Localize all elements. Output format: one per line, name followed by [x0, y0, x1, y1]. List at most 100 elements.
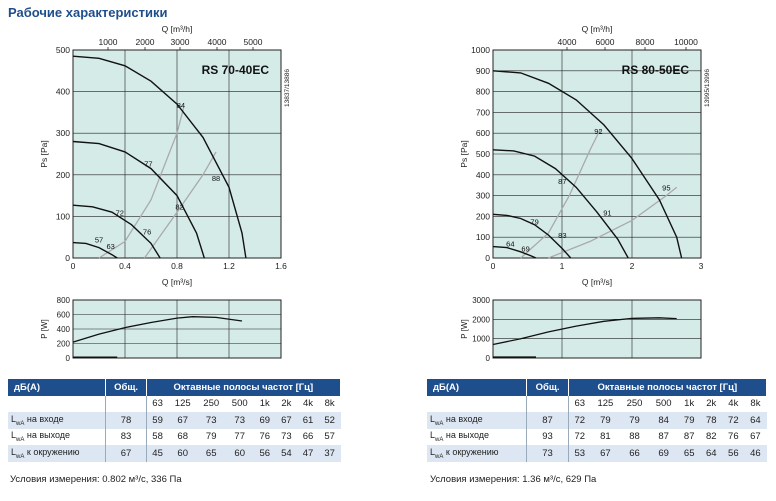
efficiency-label: 82: [175, 202, 183, 211]
efficiency-label: 57: [95, 236, 103, 245]
band-value: 45: [146, 445, 169, 462]
efficiency-label: 76: [143, 227, 151, 236]
band-row: 63 125 250 500 1k 2k 4k 8k: [8, 395, 341, 412]
chart-title: RS 80-50EC: [622, 63, 690, 77]
x-tick-label: 3: [699, 261, 704, 271]
band-value: 61: [297, 412, 319, 429]
row-text: на входе: [26, 413, 64, 424]
band-value: 69: [253, 412, 276, 429]
efficiency-label: 72: [116, 209, 124, 218]
power-curve: [72, 316, 243, 343]
x-tick-label: 2: [630, 261, 635, 271]
x2-tick-label: 8000: [636, 37, 655, 47]
power-plot-area: [492, 299, 702, 359]
band-value: 65: [678, 445, 701, 462]
power-y-tick-label: 400: [57, 325, 71, 334]
power-y-tick-label: 2000: [472, 315, 490, 324]
band-value: 64: [700, 445, 723, 462]
band-value: 81: [590, 428, 620, 445]
efficiency-line: [548, 186, 678, 259]
power-y-tick-label: 200: [57, 340, 71, 349]
x2-axis-label: Q [m³/h]: [582, 24, 613, 34]
y-axis-label: Ps [Pa]: [39, 140, 49, 167]
band-value: 57: [318, 428, 341, 445]
fan-curve: [492, 245, 537, 259]
row-label: LwA на входе: [8, 412, 106, 429]
band-value: 67: [168, 412, 197, 429]
band-label: 250: [619, 395, 650, 412]
table-row: LwA к окружению 73 53 67 66 69 65 64 56 46: [427, 445, 767, 462]
band-label: 8k: [318, 395, 341, 412]
band-value: 84: [649, 412, 679, 429]
header-bands: Октавные полосы частот [Гц]: [146, 379, 342, 396]
row-text: к окружению: [26, 446, 80, 457]
power-y-axis-label: P [W]: [40, 319, 49, 338]
row-label: LwA на выходе: [8, 428, 106, 445]
table-row: LwA к окружению 67 45 60 65 60 56 54 47 37: [8, 445, 341, 462]
y-tick-label: 600: [476, 128, 490, 138]
band-label: 125: [590, 395, 620, 412]
x2-tick-label: 2000: [136, 37, 155, 47]
band-label: 8k: [744, 395, 767, 412]
efficiency-label: 95: [662, 183, 670, 192]
y-tick-label: 200: [476, 211, 490, 221]
efficiency-label: 79: [530, 218, 538, 227]
power-y-tick-label: 0: [66, 354, 71, 363]
y-tick-label: 900: [476, 66, 490, 76]
table-row: LwA на входе 87 72 79 79 84 79 78 72 64: [427, 412, 767, 429]
x-tick-label: 1.6: [275, 261, 287, 271]
band-value: 68: [168, 428, 197, 445]
x-tick-label: 0.8: [171, 261, 183, 271]
band-value: 46: [744, 445, 767, 462]
row-prefix: L: [430, 430, 436, 441]
efficiency-line: [98, 108, 185, 259]
efficiency-label: 83: [558, 231, 566, 240]
efficiency-label: 88: [212, 174, 220, 183]
y-tick-label: 0: [65, 253, 70, 263]
row-total: 78: [105, 412, 147, 429]
power-curve: [492, 317, 677, 346]
band-value: 73: [225, 412, 254, 429]
band-label: 1k: [253, 395, 276, 412]
band-value: 37: [318, 445, 341, 462]
band-value: 56: [253, 445, 276, 462]
band-value: 60: [168, 445, 197, 462]
x-tick-label: 0: [491, 261, 496, 271]
fan-curve: [72, 140, 205, 259]
band-value: 73: [196, 412, 226, 429]
efficiency-label: 92: [594, 127, 602, 136]
power-y-tick-label: 800: [57, 296, 71, 305]
band-value: 73: [275, 428, 298, 445]
band-value: 64: [744, 412, 767, 429]
chart-title: RS 70-40EC: [202, 63, 270, 77]
x-axis-label: Q [m³/s]: [582, 277, 612, 287]
fan-curve: [492, 149, 629, 259]
efficiency-label: 63: [107, 242, 115, 251]
fan-curve: [492, 213, 572, 259]
x-tick-label: 1: [560, 261, 565, 271]
y-tick-label: 800: [476, 87, 490, 97]
table-header-row: дБ(А) Общ. Октавные полосы частот [Гц]: [427, 379, 768, 396]
x2-tick-label: 4000: [558, 37, 577, 47]
y-tick-label: 500: [476, 149, 490, 159]
row-label: LwA на входе: [427, 412, 527, 429]
efficiency-label: 91: [603, 208, 611, 217]
conditions-rs80: Условия измерения: 1.36 м³/с, 629 Па: [430, 474, 597, 485]
page-title: Рабочие характеристики: [8, 5, 168, 20]
conditions-rs70: Условия измерения: 0.802 м³/с, 336 Па: [10, 474, 182, 485]
band-value: 72: [568, 412, 591, 429]
fan-curve: [72, 241, 118, 259]
y-tick-label: 300: [476, 191, 490, 201]
row-prefix: L: [11, 430, 17, 441]
band-value: 82: [700, 428, 723, 445]
y-tick-label: 500: [56, 45, 70, 55]
table-row: LwA на выходе 83 58 68 79 77 76 73 66 57: [8, 428, 341, 445]
band-value: 58: [146, 428, 169, 445]
x-tick-label: 1.2: [223, 261, 235, 271]
band-value: 53: [568, 445, 591, 462]
y-axis-label: Ps [Pa]: [459, 140, 469, 167]
y-tick-label: 400: [476, 170, 490, 180]
row-total: 93: [526, 428, 569, 445]
